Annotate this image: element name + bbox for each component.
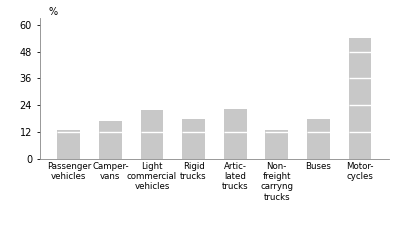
Bar bbox=[265, 130, 288, 159]
Bar bbox=[58, 130, 80, 159]
Bar bbox=[224, 109, 247, 159]
Bar bbox=[99, 121, 122, 159]
Text: %: % bbox=[48, 7, 57, 17]
Bar bbox=[349, 38, 371, 159]
Bar bbox=[307, 119, 330, 159]
Bar bbox=[182, 119, 205, 159]
Bar bbox=[141, 110, 164, 159]
